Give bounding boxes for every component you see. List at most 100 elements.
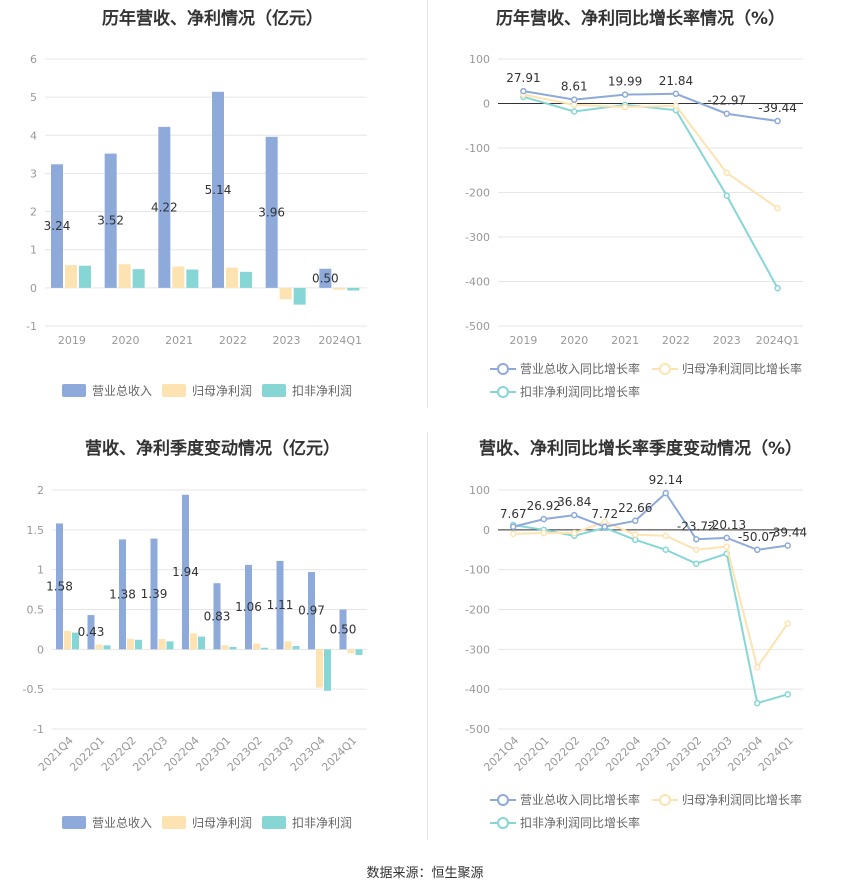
bar: [319, 268, 332, 288]
data-point: [540, 515, 547, 523]
annual-revenue-profit-panel: 历年营收、净利情况（亿元） 6 5 4 3 2 1 0 -1 3.24 2019 3.52 2020 4…: [0, 0, 425, 430]
legend-swatch: [62, 384, 86, 397]
data-label: 26.92: [527, 499, 561, 513]
bar: [87, 615, 95, 650]
y-tick-label: -0.5: [23, 683, 44, 696]
data-label: 0.50: [312, 271, 339, 285]
y-tick-label: 4: [30, 129, 37, 142]
data-point: [723, 192, 730, 199]
legend-marker: [659, 363, 671, 375]
data-point: [621, 91, 629, 98]
bar: [316, 649, 323, 688]
y-tick-label: 100: [469, 484, 490, 497]
y-tick-label: 1.5: [27, 524, 45, 537]
data-point: [621, 103, 629, 111]
bar: [79, 265, 91, 288]
bar: [284, 641, 292, 650]
bar: [127, 638, 134, 650]
data-source: 数据来源：恒生聚源: [366, 866, 484, 881]
bar: [339, 609, 347, 650]
legend-label: 扣非净利润同比增长率: [520, 815, 640, 830]
bar: [56, 523, 63, 650]
series-line: [523, 90, 778, 123]
bar: [186, 269, 199, 288]
legend-label: 营业总收入: [92, 816, 152, 830]
data-label: 19.99: [608, 75, 642, 89]
bar: [213, 583, 221, 650]
quarterly-revenue-profit-panel: 营收、净利季度变动情况（亿元） 2 1.5 1 0.5 0 -0.5 -1 1.58 2021Q…: [0, 430, 425, 860]
chart-title: 历年营收、净利同比增长率情况（%）: [495, 9, 786, 29]
x-tick-label: 2019: [509, 334, 537, 347]
y-tick-label: 1: [30, 244, 37, 257]
data-label: 8.61: [561, 80, 588, 94]
bar: [276, 560, 284, 650]
legend-label: 归母净利润: [192, 384, 252, 398]
data-point: [784, 691, 791, 698]
x-tick-label: 2019: [58, 334, 86, 347]
y-tick-label: -500: [465, 320, 490, 333]
data-label: -23.72: [677, 519, 716, 533]
data-point: [774, 284, 781, 292]
data-point: [774, 204, 781, 212]
data-point: [571, 101, 578, 109]
legend-marker: [497, 386, 509, 398]
bar: [150, 538, 158, 650]
bar: [135, 639, 142, 650]
data-label: 1.94: [172, 565, 199, 579]
series-line: [513, 524, 789, 705]
bar: [293, 287, 306, 305]
bar: [118, 264, 131, 288]
data-point: [571, 96, 578, 103]
y-tick-label: 3: [30, 167, 37, 180]
bar: [240, 271, 252, 288]
y-tick-label: 0: [483, 98, 490, 111]
bar: [182, 494, 189, 650]
y-tick-label: -300: [465, 231, 490, 244]
bar: [158, 126, 171, 288]
data-point: [632, 536, 639, 544]
y-tick-label: 6: [30, 53, 37, 66]
bar: [198, 636, 205, 650]
data-point: [571, 529, 578, 537]
bar: [95, 644, 103, 650]
y-tick-label: 1: [37, 564, 44, 577]
panel-divider: [427, 432, 428, 840]
legend-label: 营业总收入同比增长率: [520, 361, 640, 376]
y-tick-label: 2: [37, 484, 44, 497]
data-label: 1.06: [235, 600, 262, 614]
data-label: 0.43: [78, 625, 105, 639]
legend-swatch: [262, 384, 286, 397]
y-tick-label: -100: [465, 142, 490, 155]
data-point: [571, 108, 578, 115]
series-line: [513, 520, 789, 670]
bar: [103, 645, 111, 650]
annual-growth-panel: 历年营收、净利同比增长率情况（%） 100 0 -100 -200 -300 -400 -5…: [428, 0, 850, 430]
data-point: [601, 523, 608, 531]
data-point: [784, 620, 791, 627]
x-tick-label: 2023: [713, 334, 741, 347]
data-label: 3.52: [97, 214, 124, 228]
y-tick-label: -400: [465, 683, 490, 696]
data-point: [754, 546, 761, 554]
y-tick-label: -300: [465, 643, 490, 656]
y-tick-label: 5: [30, 91, 37, 104]
series-line: [523, 95, 779, 289]
legend-marker: [497, 363, 509, 375]
y-tick-label: 0: [37, 643, 44, 656]
quarterly-growth-chart: 100 0 -100 -200 -300 -400 -500 7.6726.9236.847.…: [465, 473, 807, 830]
data-label: 1.39: [141, 587, 168, 601]
legend-marker: [497, 817, 509, 829]
legend-label: 归母净利润同比增长率: [682, 361, 802, 376]
data-label: 0.83: [204, 609, 231, 623]
bar: [347, 287, 360, 291]
chart-title: 历年营收、净利情况（亿元）: [102, 9, 323, 29]
bar: [221, 645, 229, 650]
data-point: [632, 531, 639, 538]
data-point: [662, 532, 669, 540]
data-label: -39.44: [768, 526, 807, 540]
bar: [253, 643, 260, 650]
legend-label: 扣非净利润: [292, 816, 352, 830]
data-label: 21.84: [659, 74, 693, 88]
panel-divider: [427, 0, 428, 408]
data-label: 22.66: [618, 501, 652, 515]
